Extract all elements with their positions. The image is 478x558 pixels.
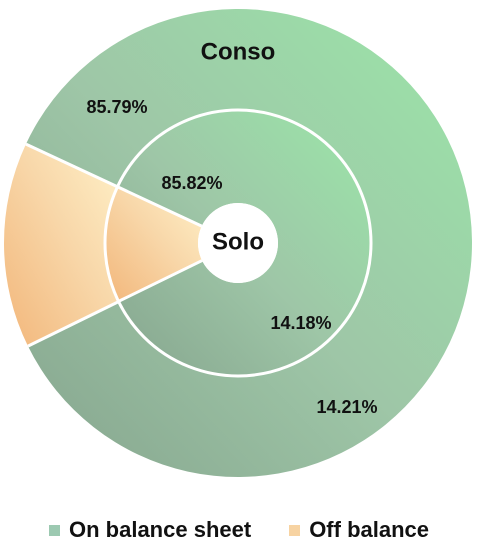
slice-separator — [27, 300, 120, 348]
conso-label-on-balance-sheet: 85.79% — [86, 97, 147, 117]
solo-slice-on-balance-sheet — [117, 109, 372, 376]
conso-slice-on-balance-sheet — [25, 8, 473, 477]
slice-separator — [25, 142, 119, 189]
center-hole — [198, 203, 278, 283]
ring-separator — [103, 108, 373, 378]
conso-label-off-balance: 14.21% — [316, 397, 377, 417]
chart-legend: On balance sheet Off balance — [0, 512, 478, 548]
legend-item-on-balance-sheet: On balance sheet — [49, 517, 251, 543]
legend-swatch-on-balance-sheet — [49, 524, 60, 536]
slice-separator — [117, 259, 203, 303]
slice-separator — [116, 185, 203, 228]
conso-slice-off-balance — [3, 144, 119, 347]
ring-label-conso: Conso — [201, 38, 276, 65]
ring-label-solo: Solo — [212, 228, 264, 255]
legend-item-off-balance: Off balance — [289, 517, 429, 543]
legend-label-off-balance: Off balance — [309, 517, 429, 542]
legend-swatch-off-balance — [289, 524, 301, 536]
solo-label-off-balance: 14.18% — [270, 313, 331, 333]
legend-label-on-balance-sheet: On balance sheet — [69, 517, 252, 542]
solo-label-on-balance-sheet: 85.82% — [161, 173, 222, 193]
